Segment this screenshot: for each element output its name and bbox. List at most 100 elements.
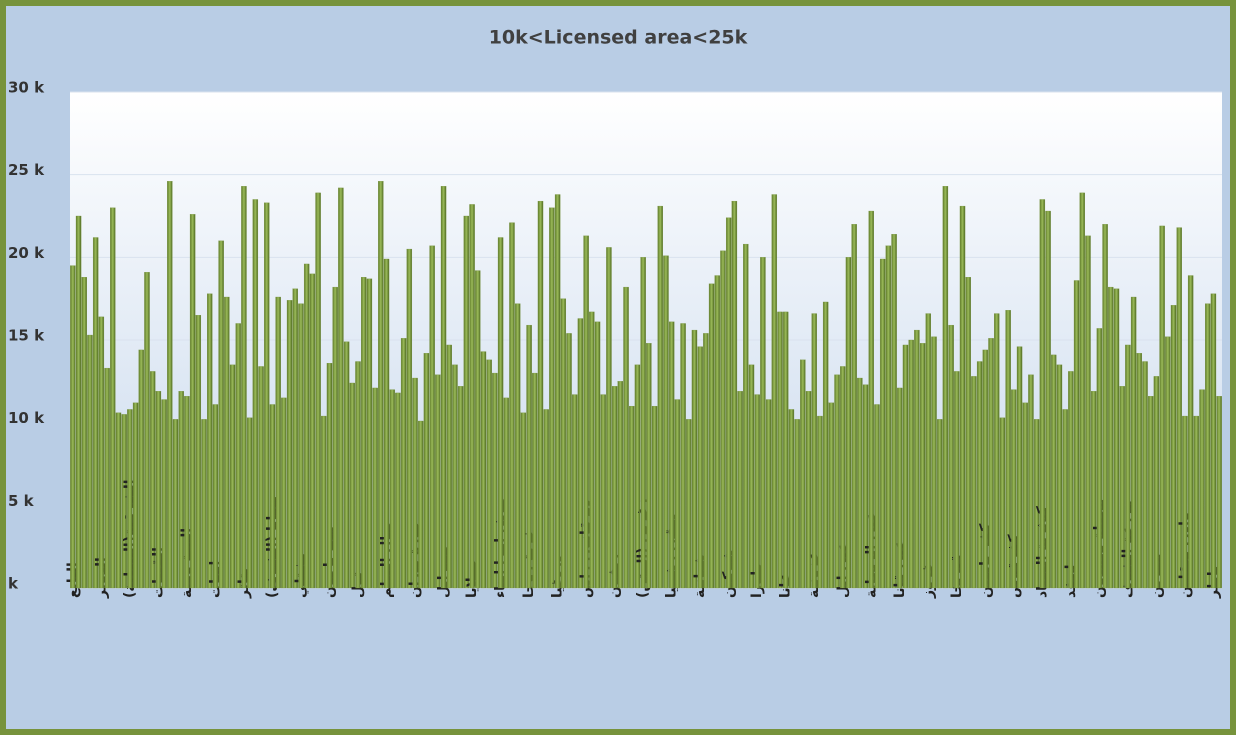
bar xyxy=(480,351,487,589)
bar xyxy=(1205,303,1211,589)
bar xyxy=(543,409,549,589)
bar xyxy=(554,194,561,589)
bar xyxy=(127,409,133,589)
bar xyxy=(281,397,287,589)
bar xyxy=(423,353,430,589)
bar xyxy=(1125,344,1131,589)
bar xyxy=(167,181,173,589)
bar xyxy=(497,237,504,589)
bar xyxy=(486,359,492,589)
bar xyxy=(298,303,304,589)
bar xyxy=(1085,235,1091,589)
bar xyxy=(463,215,470,589)
bar xyxy=(1113,288,1120,589)
bar xyxy=(1210,293,1217,589)
bar xyxy=(640,257,646,589)
bar xyxy=(252,199,259,589)
bar xyxy=(1056,364,1063,589)
bar xyxy=(218,240,224,589)
bar xyxy=(75,215,82,589)
bar xyxy=(811,313,817,589)
bar xyxy=(355,361,361,589)
y-tick-label: 30 k xyxy=(8,79,45,97)
bar xyxy=(246,417,253,589)
bar xyxy=(942,186,949,589)
bar xyxy=(771,194,778,589)
bar xyxy=(697,346,703,589)
bar xyxy=(748,364,755,589)
bar xyxy=(1033,419,1040,589)
bar xyxy=(121,414,127,589)
y-tick-label: 5 k xyxy=(8,492,35,510)
bar xyxy=(435,374,441,589)
bar xyxy=(674,399,681,589)
bar xyxy=(110,207,116,589)
bar xyxy=(87,334,93,589)
bar xyxy=(794,419,800,589)
bar xyxy=(509,222,515,589)
bar xyxy=(361,277,367,589)
bar xyxy=(395,392,401,589)
bar xyxy=(914,329,920,589)
bar xyxy=(104,367,110,589)
bar xyxy=(1028,374,1034,589)
bar xyxy=(412,377,418,589)
bar xyxy=(617,381,624,589)
bar xyxy=(897,387,903,589)
bar xyxy=(469,204,475,589)
bar xyxy=(1193,415,1200,589)
bar xyxy=(549,207,555,589)
bar xyxy=(1142,361,1148,589)
bar xyxy=(606,247,612,589)
bar xyxy=(725,217,732,589)
bar xyxy=(389,389,395,589)
bar xyxy=(623,286,629,589)
bar xyxy=(400,338,407,589)
bar xyxy=(646,343,652,589)
bar xyxy=(1079,192,1085,589)
bar xyxy=(971,376,977,589)
bar xyxy=(828,402,835,589)
bar xyxy=(537,200,544,589)
bar xyxy=(1096,328,1103,589)
bar xyxy=(172,419,179,589)
bar xyxy=(155,391,162,589)
bar xyxy=(321,415,327,589)
bar xyxy=(919,343,926,589)
bar xyxy=(275,296,281,589)
bar xyxy=(235,323,241,589)
bar xyxy=(686,419,692,589)
bar xyxy=(634,364,641,589)
bar xyxy=(1119,386,1125,589)
bar xyxy=(879,258,886,589)
bar xyxy=(611,386,618,589)
bar xyxy=(429,245,435,589)
y-tick-label: 15 k xyxy=(8,327,45,345)
bar xyxy=(532,372,538,589)
bar xyxy=(708,283,715,589)
bar xyxy=(1108,286,1114,589)
bar xyxy=(908,339,914,589)
bar xyxy=(189,214,196,589)
bar xyxy=(332,286,338,589)
bar xyxy=(959,205,966,589)
bar xyxy=(457,386,464,589)
bar xyxy=(931,336,937,589)
bar xyxy=(378,181,384,589)
bar xyxy=(885,245,892,589)
bar xyxy=(326,362,333,589)
bar xyxy=(765,399,772,589)
bar xyxy=(583,235,589,589)
bar xyxy=(149,371,156,589)
bar xyxy=(840,366,846,589)
bar xyxy=(372,387,378,589)
bar xyxy=(691,329,698,589)
bar xyxy=(201,419,207,589)
bar xyxy=(315,192,321,589)
bar xyxy=(663,255,669,589)
bar xyxy=(514,303,521,589)
bar xyxy=(406,248,413,589)
bar xyxy=(925,313,931,589)
bar xyxy=(229,364,236,589)
bar xyxy=(834,374,840,589)
